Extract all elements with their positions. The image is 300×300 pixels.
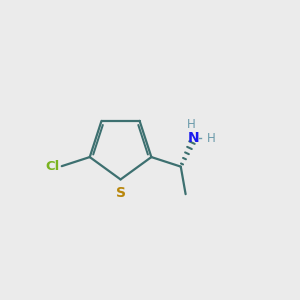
Text: Cl: Cl [45,160,59,173]
Text: H: H [206,132,215,145]
Text: H: H [188,118,196,131]
Text: N: N [188,131,199,146]
Text: S: S [116,186,126,200]
